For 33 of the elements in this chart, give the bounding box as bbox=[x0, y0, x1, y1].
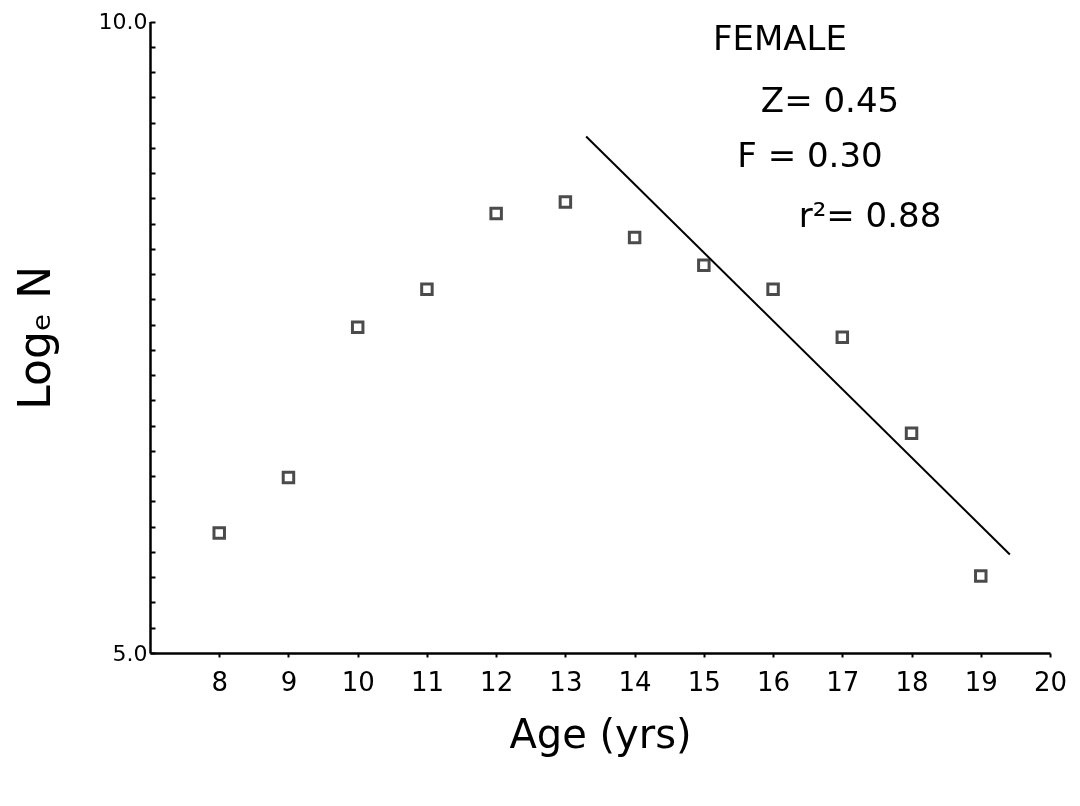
x-tick-label: 13 bbox=[549, 666, 583, 697]
x-tick-label: 12 bbox=[480, 666, 514, 697]
point bbox=[697, 258, 711, 272]
y-axis-title: Logₑ N bbox=[8, 265, 60, 410]
y-tick-label: 10.0 bbox=[98, 9, 148, 34]
annotation: Z= 0.45 bbox=[760, 80, 900, 120]
point bbox=[835, 330, 850, 344]
x-tick-label: 20 bbox=[1033, 666, 1068, 697]
x-tick-label: 19 bbox=[964, 666, 998, 697]
x-tick-label: 18 bbox=[895, 666, 929, 697]
x-tick-label: 10 bbox=[341, 666, 375, 697]
x-tick-label: 8 bbox=[211, 666, 228, 697]
x-tick-label: 15 bbox=[687, 666, 721, 697]
point bbox=[420, 282, 434, 296]
y-tick-label: 5.0 bbox=[112, 640, 148, 666]
point bbox=[766, 282, 780, 296]
x-tick-label: 11 bbox=[410, 666, 444, 697]
point bbox=[281, 470, 296, 485]
point bbox=[974, 569, 988, 583]
x-tick-label: 9 bbox=[280, 666, 298, 697]
x-tick-label: 17 bbox=[826, 666, 860, 697]
point bbox=[627, 230, 642, 245]
point bbox=[350, 320, 365, 334]
annotation: r²= 0.88 bbox=[798, 195, 942, 235]
point bbox=[558, 195, 573, 209]
point bbox=[904, 426, 919, 440]
annotation: FEMALE bbox=[712, 18, 848, 58]
annotation: F = 0.30 bbox=[737, 135, 883, 175]
point bbox=[489, 206, 503, 221]
x-tick-label: 14 bbox=[618, 666, 652, 697]
x-tick-label: 16 bbox=[757, 666, 791, 697]
x-axis-title: Age (yrs) bbox=[509, 710, 692, 757]
point bbox=[212, 526, 226, 540]
